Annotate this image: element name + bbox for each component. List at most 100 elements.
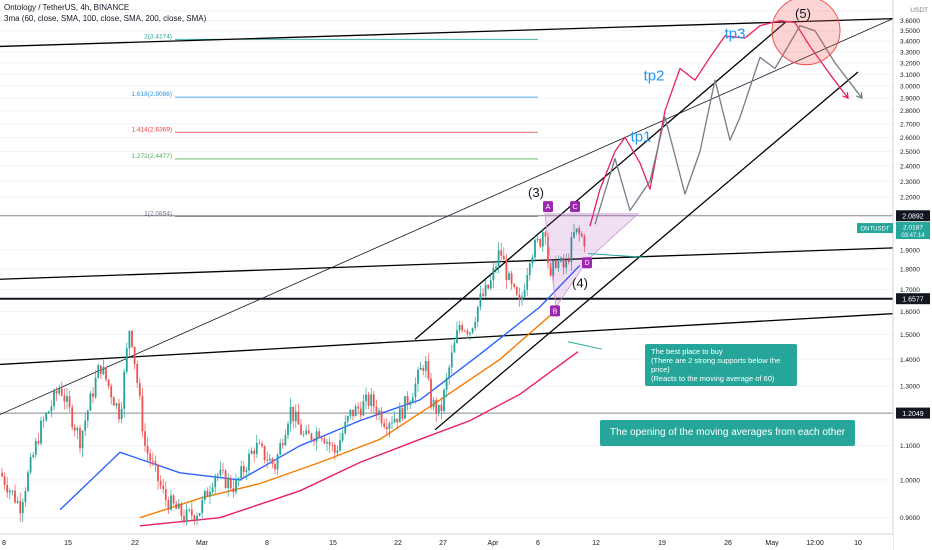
candle-162[interactable] [422,365,425,376]
candle-76[interactable] [198,512,201,517]
candle-130[interactable] [339,432,341,452]
candle-191[interactable] [497,242,500,274]
candle-154[interactable] [401,406,404,422]
candle-167[interactable] [435,397,438,422]
candle-116[interactable] [302,430,305,438]
trend-line-2[interactable] [0,312,894,366]
candle-148[interactable] [385,418,388,435]
candle-220[interactable] [573,223,575,240]
candle-61[interactable] [159,475,162,490]
candle-49[interactable] [128,330,131,357]
candle-203[interactable] [528,261,531,281]
price-badge-0[interactable] [896,210,930,222]
candle-147[interactable] [383,418,386,430]
candle-185[interactable] [482,288,484,298]
candle-193[interactable] [502,247,505,260]
candle-97[interactable] [253,447,256,463]
candle-169[interactable] [440,397,443,420]
candle-192[interactable] [500,242,503,263]
candle-39[interactable] [102,359,105,376]
projection-0[interactable] [589,19,849,227]
candle-117[interactable] [305,425,308,436]
candle-92[interactable] [240,460,243,482]
candle-111[interactable] [289,398,292,432]
candle-68[interactable] [177,498,180,509]
candle-64[interactable] [167,496,170,514]
candle-73[interactable] [190,501,193,521]
candle-47[interactable] [123,368,126,418]
candle-84[interactable] [219,461,222,479]
candle-205[interactable] [534,234,536,262]
candle-201[interactable] [523,283,526,299]
candle-121[interactable] [315,426,318,451]
candle-114[interactable] [297,403,300,425]
candle-102[interactable] [266,451,269,469]
candle-85[interactable] [222,462,224,475]
candle-8[interactable] [21,498,24,523]
candle-190[interactable] [495,260,497,274]
candle-9[interactable] [24,487,27,508]
candle-17[interactable] [45,412,48,423]
candle-70[interactable] [183,509,185,525]
candle-26[interactable] [68,390,71,413]
candle-16[interactable] [42,416,45,428]
candle-69[interactable] [180,501,183,523]
candle-214[interactable] [557,255,560,272]
candle-19[interactable] [50,400,53,418]
candle-48[interactable] [125,342,128,375]
candle-74[interactable] [193,514,196,525]
candle-198[interactable] [515,285,518,296]
candle-143[interactable] [372,390,375,414]
candle-163[interactable] [424,355,427,378]
current-price-badge[interactable] [896,222,930,240]
candle-30[interactable] [79,424,81,454]
candle-15[interactable] [40,416,42,446]
candle-67[interactable] [175,500,178,509]
candle-200[interactable] [521,292,523,306]
candle-216[interactable] [562,254,565,275]
candle-11[interactable] [29,453,32,475]
candle-145[interactable] [378,407,380,421]
candle-43[interactable] [112,395,115,406]
candle-113[interactable] [294,404,297,428]
price-badge-2[interactable] [896,407,930,419]
candle-119[interactable] [310,432,313,443]
candle-59[interactable] [154,455,157,472]
candle-89[interactable] [232,480,235,498]
candle-5[interactable] [14,484,16,504]
candle-224[interactable] [583,233,586,253]
candle-93[interactable] [242,461,245,478]
abcd-pattern[interactable] [544,213,640,309]
candle-55[interactable] [144,423,146,452]
candle-126[interactable] [328,437,331,454]
candle-87[interactable] [227,473,230,497]
candle-182[interactable] [474,316,477,331]
candle-158[interactable] [411,393,414,403]
candle-98[interactable] [255,434,258,458]
candle-78[interactable] [203,489,206,504]
candle-208[interactable] [541,229,544,252]
candle-66[interactable] [172,493,175,506]
candle-139[interactable] [362,394,365,417]
candle-40[interactable] [105,366,107,383]
candle-219[interactable] [570,231,573,271]
target-zone-circle[interactable] [771,0,841,66]
candle-46[interactable] [120,402,123,424]
candle-184[interactable] [479,285,482,311]
candle-133[interactable] [346,415,349,426]
candle-24[interactable] [63,388,66,410]
candle-14[interactable] [37,432,40,446]
candle-109[interactable] [284,429,287,447]
candle-152[interactable] [396,418,399,430]
candle-199[interactable] [518,287,521,307]
candle-168[interactable] [437,404,440,417]
candle-141[interactable] [367,391,370,410]
candle-18[interactable] [47,410,50,414]
candle-155[interactable] [404,396,406,419]
candle-42[interactable] [110,383,113,405]
candle-166[interactable] [432,396,435,411]
candle-107[interactable] [279,438,282,456]
price-badge-1[interactable] [896,293,930,305]
projection-1[interactable] [594,25,863,225]
candle-112[interactable] [292,406,295,429]
